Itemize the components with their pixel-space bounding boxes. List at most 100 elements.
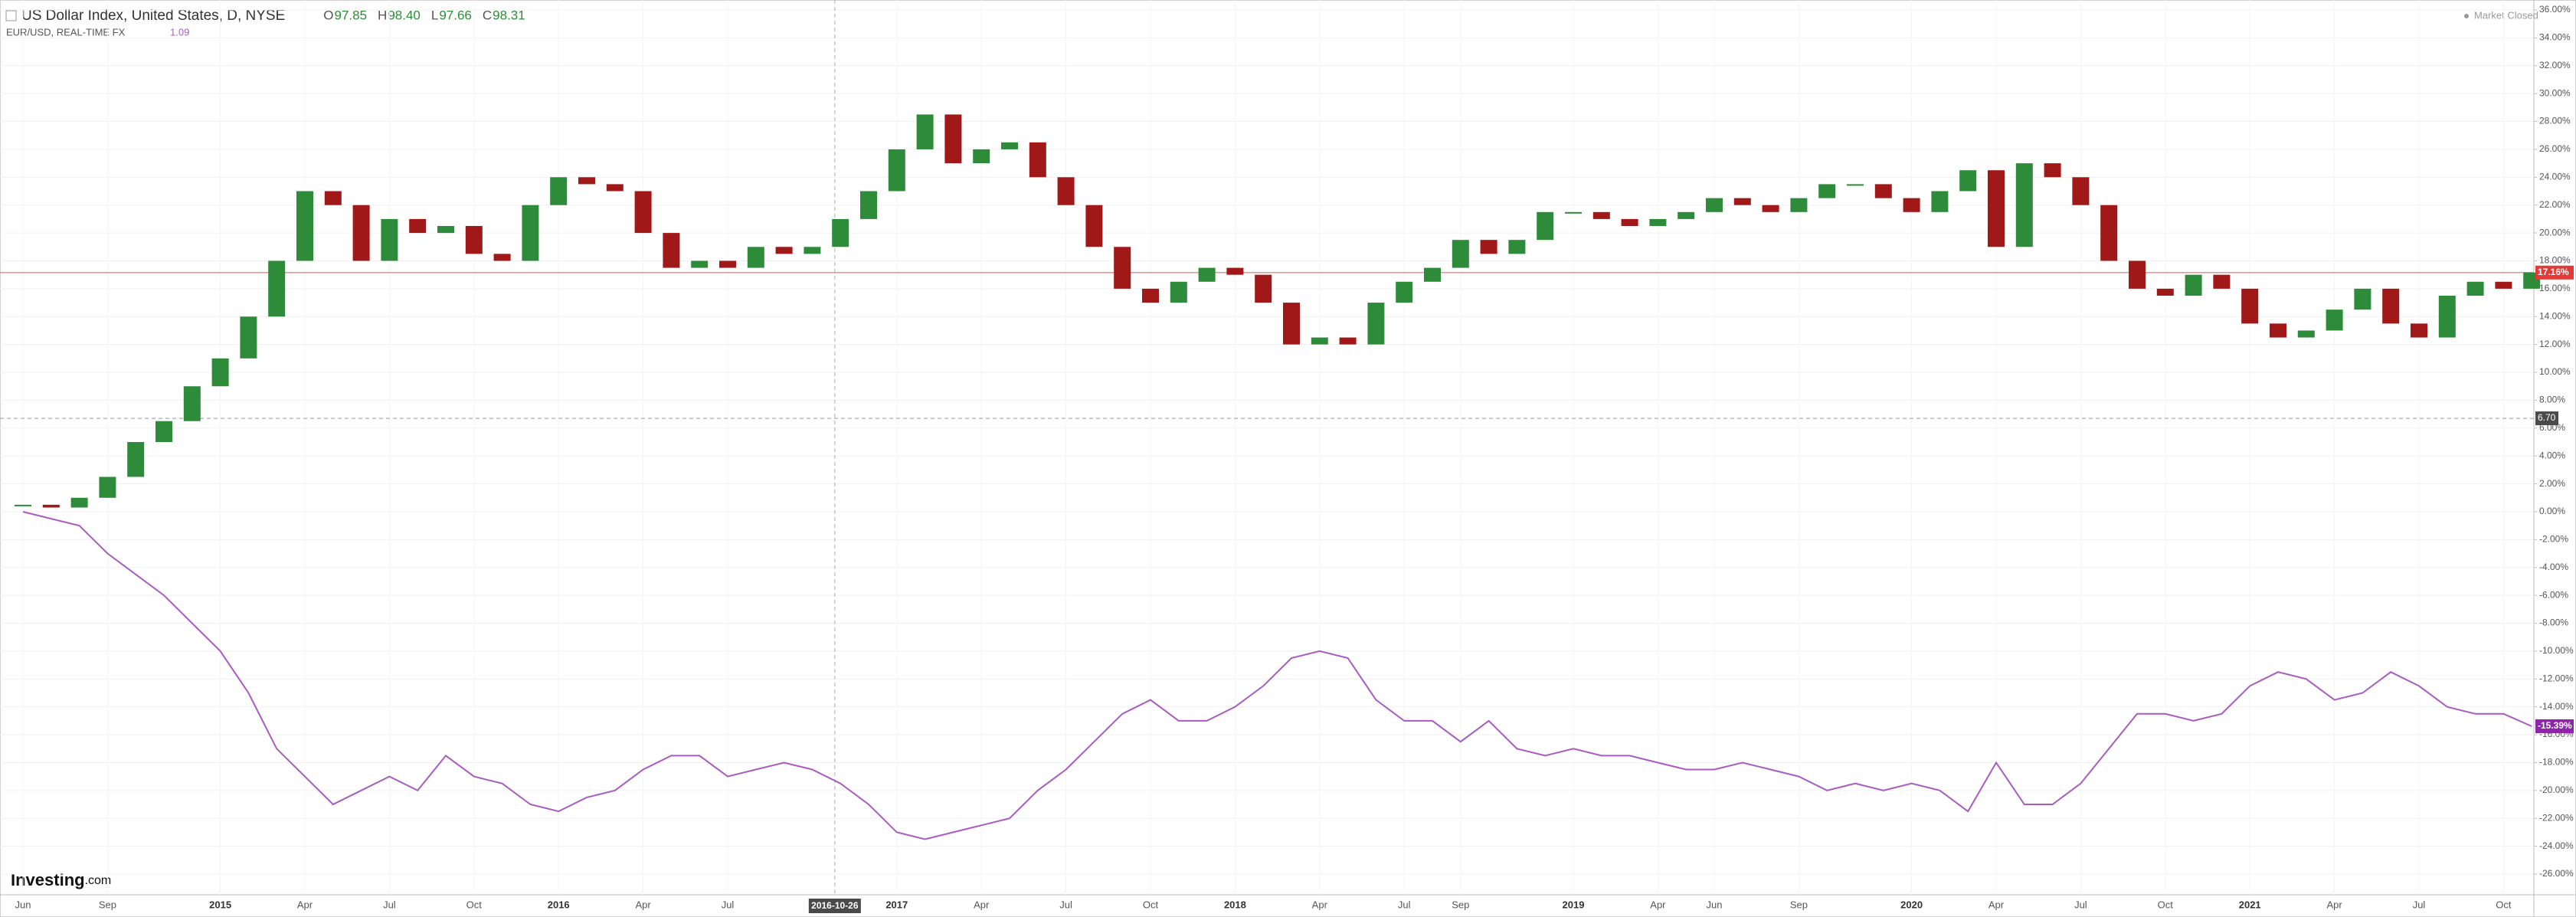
series-title: US Dollar Index, United States, D, NYSE — [21, 8, 285, 24]
candle — [1537, 211, 1554, 241]
y-tick-label: 28.00% — [2539, 116, 2571, 126]
candle — [2466, 281, 2484, 296]
candle — [2270, 323, 2286, 338]
candle — [240, 316, 257, 359]
candle — [1198, 267, 1216, 282]
y-tick-label: -8.00% — [2539, 617, 2568, 628]
last-value-label: 17.16% — [2538, 267, 2569, 277]
candle — [606, 184, 624, 192]
candle — [1367, 303, 1385, 345]
y-tick-label: 16.00% — [2539, 283, 2571, 293]
x-tick-label: Sep — [99, 899, 116, 910]
crosshair-y-box — [2535, 411, 2558, 426]
candle — [804, 247, 821, 254]
candle — [183, 386, 201, 421]
x-tick-label: 2020 — [1900, 899, 1923, 910]
candle — [1649, 218, 1667, 226]
x-tick-label: Jul — [383, 899, 396, 910]
x-tick-label: Oct — [2496, 899, 2512, 910]
candle — [493, 254, 511, 261]
y-tick-label: 4.00% — [2539, 450, 2565, 460]
candle — [1029, 142, 1046, 178]
candle — [381, 218, 398, 261]
compare-line — [22, 511, 2532, 840]
candle — [973, 149, 990, 164]
candle — [1988, 170, 2005, 247]
last-value-box — [2535, 265, 2574, 280]
candle — [1480, 240, 1497, 254]
candle — [775, 247, 793, 254]
ohlc-value: 97.85 — [335, 8, 368, 22]
collapse-button[interactable] — [5, 10, 17, 21]
ohlc-value: 97.66 — [439, 8, 472, 22]
crosshair-x-label: 2016-10-26 — [811, 900, 859, 911]
candle — [2015, 163, 2033, 247]
y-tick-label: 8.00% — [2539, 395, 2565, 405]
y-tick-label: 32.00% — [2539, 60, 2571, 70]
candle — [465, 226, 483, 254]
candle — [42, 504, 60, 508]
x-tick-label: Jul — [722, 899, 735, 910]
x-tick-label: Jun — [1707, 899, 1723, 910]
market-status: Market Closed — [2474, 9, 2538, 21]
candle — [550, 177, 568, 205]
x-tick-label: Oct — [1143, 899, 1159, 910]
candle — [268, 260, 286, 317]
ohlc-value: 98.40 — [388, 8, 421, 22]
x-tick-label: Apr — [2326, 899, 2342, 910]
candle — [1114, 247, 1131, 289]
logo-suffix: .com — [85, 874, 112, 887]
candle — [2411, 323, 2427, 338]
candle — [1142, 288, 1159, 303]
status-dot — [2464, 14, 2469, 18]
candle — [2241, 288, 2259, 324]
candle — [1959, 170, 1977, 192]
candle — [70, 497, 88, 508]
candle — [296, 191, 313, 261]
candle — [1283, 303, 1300, 345]
x-tick-label: 2016 — [548, 899, 570, 910]
y-tick-label: 24.00% — [2539, 171, 2571, 182]
y-tick-label: 30.00% — [2539, 87, 2571, 98]
x-tick-label: Sep — [1452, 899, 1469, 910]
candle — [99, 477, 116, 498]
ohlc-values: O 97.85 H 98.40 L 97.66 C 98.31 — [323, 8, 525, 22]
x-tick-label: 2019 — [1563, 899, 1585, 910]
y-tick-label: -24.00% — [2539, 840, 2574, 851]
y-tick-label: 20.00% — [2539, 227, 2571, 237]
candle — [1170, 281, 1187, 303]
candle — [1931, 191, 1949, 212]
candle — [2044, 163, 2061, 178]
y-tick-label: -20.00% — [2539, 784, 2574, 795]
candle — [1790, 198, 1808, 212]
x-tick-label: Apr — [1312, 899, 1328, 910]
candle — [2297, 330, 2315, 338]
compare-title: EUR/USD, REAL-TIME FX — [6, 26, 126, 38]
y-tick-label: 10.00% — [2539, 366, 2571, 377]
candle — [1621, 218, 1638, 226]
x-tick-label: Jul — [2074, 899, 2087, 910]
candle — [2129, 260, 2146, 289]
y-tick-label: -6.00% — [2539, 589, 2568, 600]
candle — [1903, 198, 1920, 212]
x-tick-label: Apr — [635, 899, 651, 910]
x-tick-label: Apr — [974, 899, 990, 910]
candle — [437, 226, 454, 234]
x-tick-label: Apr — [297, 899, 313, 910]
candle — [1057, 177, 1075, 205]
x-tick-label: 2015 — [209, 899, 231, 910]
x-tick-label: Jun — [15, 899, 31, 910]
candle — [1339, 337, 1357, 345]
x-tick-label: Oct — [2158, 899, 2174, 910]
y-tick-label: -18.00% — [2539, 757, 2574, 768]
logo-main: Investing — [11, 870, 85, 889]
crosshair-y-label: 6.70 — [2538, 412, 2556, 423]
candle — [211, 358, 229, 387]
candle — [352, 205, 370, 261]
candle — [1678, 211, 1695, 219]
y-tick-label: 34.00% — [2539, 32, 2571, 43]
y-tick-label: 14.00% — [2539, 310, 2571, 321]
x-tick-label: Jul — [1059, 899, 1072, 910]
candle — [2382, 288, 2400, 324]
